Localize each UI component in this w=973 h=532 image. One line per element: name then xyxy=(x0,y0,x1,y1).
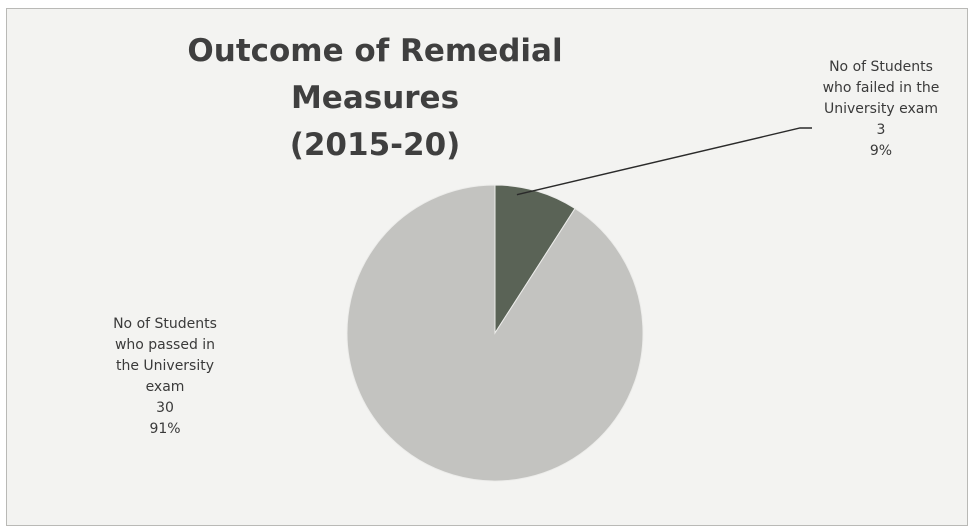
pie-slice-failed xyxy=(494,184,576,335)
data-label-failed-percent: 9% xyxy=(869,143,893,159)
data-label-passed-line-4: exam xyxy=(145,379,185,395)
chart-title-period: (2015-20) xyxy=(289,127,461,163)
pie-slice-passed xyxy=(346,184,644,482)
data-label-passed-percent: 91% xyxy=(149,421,181,437)
data-label-failed: No of Students who failed in the Univers… xyxy=(790,57,972,162)
data-label-passed-line-2: who passed in xyxy=(114,337,216,353)
chart-title-main: Outcome of Remedial Measures xyxy=(187,33,563,116)
data-label-failed-line-3: University exam xyxy=(824,101,938,117)
leader-line-failed xyxy=(516,127,812,196)
data-label-failed-value: 3 xyxy=(876,122,886,138)
data-label-failed-line-1: No of Students xyxy=(829,59,933,75)
data-label-passed-line-3: the University xyxy=(115,358,215,374)
data-label-failed-line-2: who failed in the xyxy=(822,80,940,96)
chart-title: Outcome of Remedial Measures (2015-20) xyxy=(120,28,630,169)
data-label-passed: No of Students who passed in the Univers… xyxy=(70,314,260,440)
data-label-passed-value: 30 xyxy=(156,400,174,416)
data-label-passed-line-1: No of Students xyxy=(113,316,217,332)
